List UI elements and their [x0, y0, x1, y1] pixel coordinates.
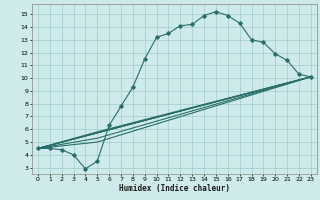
X-axis label: Humidex (Indice chaleur): Humidex (Indice chaleur)	[119, 184, 230, 193]
